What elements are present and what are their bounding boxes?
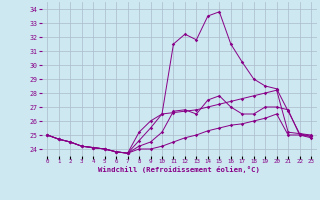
X-axis label: Windchill (Refroidissement éolien,°C): Windchill (Refroidissement éolien,°C)	[98, 166, 260, 173]
